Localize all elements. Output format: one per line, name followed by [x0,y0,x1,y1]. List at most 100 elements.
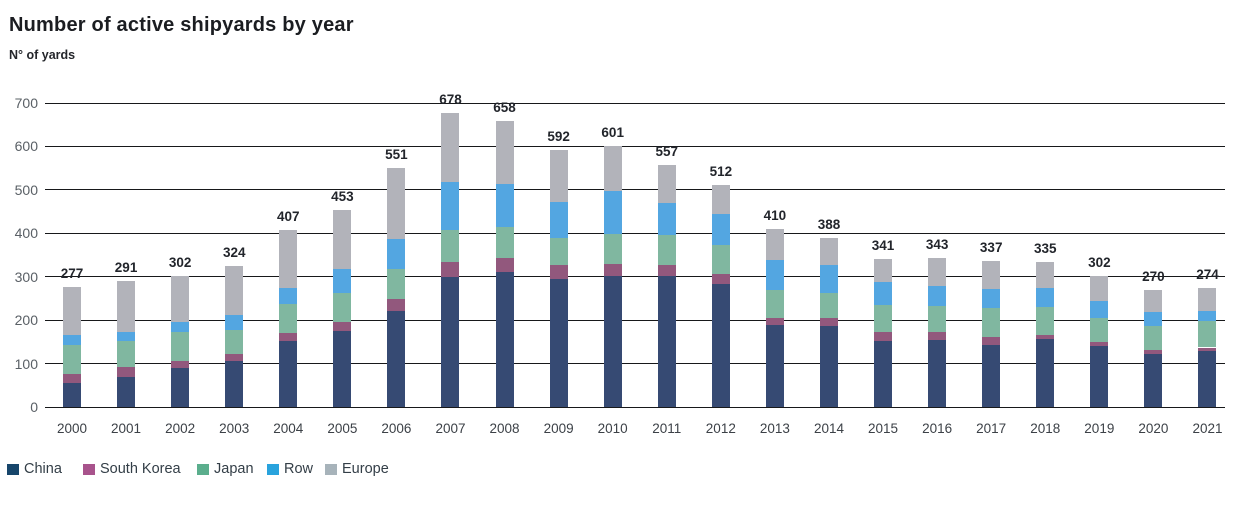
bar-segment-row [1198,310,1217,321]
bar-segment-japan [495,227,514,259]
bar-segment-south-korea [765,317,784,325]
bar-segment-japan [1036,307,1055,335]
bar-total-label: 341 [871,237,895,253]
bar-segment-europe [549,149,568,203]
bar-segment-china [1090,345,1109,407]
gridline [45,232,1225,234]
x-tick-label: 2009 [543,421,574,436]
bar-segment-china [1036,339,1055,407]
bar-segment-south-korea [982,336,1001,345]
y-tick-label: 700 [14,95,38,111]
legend-label: Europe [342,461,389,477]
bar-total-label: 388 [817,217,841,233]
bar-segment-row [1090,301,1109,318]
bar-segment-south-korea [1198,347,1217,352]
bar-total-label: 678 [439,91,462,107]
bar-segment-europe [1144,289,1163,313]
bar-total-label: 302 [1088,254,1111,270]
bar-segment-south-korea [495,258,514,273]
bar-segment-europe [63,286,81,336]
x-tick-label: 2011 [652,421,682,436]
bar-segment-europe [603,145,622,192]
bar-segment-south-korea [1144,349,1163,354]
bar-segment-china [874,341,893,407]
bar-segment-south-korea [279,332,298,341]
bar-segment-japan [928,305,947,333]
x-tick-label: 2019 [1084,421,1115,436]
bar-segment-europe [333,210,352,270]
bar-segment-china [765,324,784,407]
bar-segment-japan [441,230,460,263]
bar-segment-south-korea [657,265,676,276]
bar-total-label: 453 [331,189,354,205]
bar-segment-row [982,288,1001,308]
bar-segment-south-korea [171,360,190,369]
x-tick-label: 2003 [219,421,250,436]
bar-total-label: 335 [1033,240,1057,256]
x-tick-label: 2016 [922,421,953,436]
bar-segment-china [225,360,244,407]
bar-segment-china [549,278,568,407]
legend-item-south-korea: South Korea [83,460,181,478]
bar-segment-japan [387,268,406,299]
x-tick-label: 2002 [165,421,196,436]
gridline [45,276,1225,278]
bar-segment-row [928,286,947,306]
bar-segment-row [657,202,676,235]
bar-segment-europe [495,121,514,184]
x-tick-label: 2017 [976,421,1007,436]
bar-segment-japan [657,234,676,266]
bar-segment-china [279,340,298,407]
bar-segment-europe [819,238,838,266]
bar-segment-row [603,191,622,234]
y-tick-label: 200 [14,312,38,329]
x-tick-label: 2000 [56,421,88,436]
x-tick-label: 2008 [489,421,520,436]
bar-segment-japan [225,330,244,355]
bar-total-label: 291 [114,259,138,275]
bar-segment-row [1036,287,1055,308]
legend-item-japan: Japan [197,460,254,478]
bar-total-label: 512 [709,163,733,179]
gridline [45,363,1225,365]
bar-segment-japan [171,332,190,361]
y-tick-label: 100 [14,355,38,372]
bar-segment-japan [711,245,730,274]
bar-segment-china [63,383,81,407]
bar-segment-china [603,276,622,407]
bar-segment-row [819,265,838,293]
bar-segment-row [279,287,298,305]
bar-segment-japan [279,304,298,333]
bar-segment-china [928,339,947,407]
x-tick-label: 2007 [435,421,466,436]
bar-segment-south-korea [1090,342,1109,346]
bar-segment-china [333,330,352,407]
bar-segment-row [1144,312,1163,326]
bar-segment-china [495,272,514,407]
bar-segment-row [387,238,406,269]
y-tick-label: 500 [14,181,38,198]
bar-total-label: 270 [1142,268,1165,284]
bar-segment-row [441,182,460,231]
bar-segment-row [549,202,568,238]
legend-swatch-icon [83,463,95,475]
x-tick-label: 2018 [1030,421,1061,436]
y-tick-label: 0 [30,399,38,415]
bar-segment-south-korea [549,265,568,279]
legend-swatch-icon [325,463,337,475]
bar-segment-china [657,275,676,407]
bar-segment-europe [1090,275,1109,302]
bar-segment-europe [928,258,947,287]
bar-segment-south-korea [874,332,893,342]
bar-segment-row [171,322,190,333]
bar-segment-japan [765,289,784,318]
bar-segment-south-korea [1036,334,1055,340]
y-tick-label: 600 [14,138,38,155]
x-tick-label: 2013 [759,421,790,436]
x-tick-label: 2015 [868,421,899,436]
bar-segment-south-korea [387,298,406,312]
bar-segment-japan [333,292,352,322]
legend-item-row: Row [267,460,313,478]
bar-segment-europe [171,275,190,323]
